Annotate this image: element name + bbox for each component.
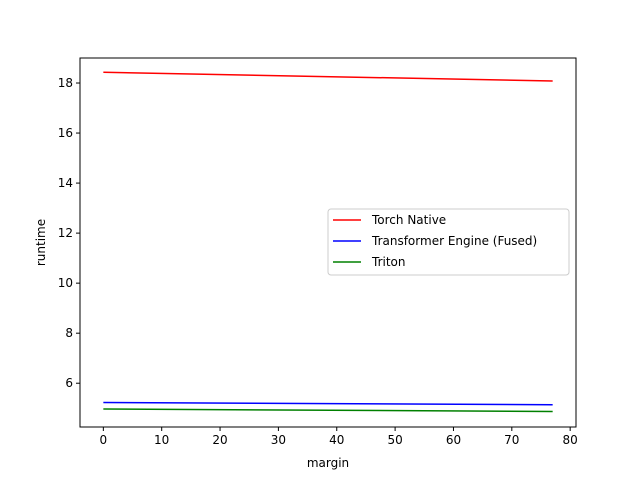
y-tick-label: 6 [65,376,73,390]
y-tick-label: 16 [58,126,73,140]
x-tick-label: 60 [446,433,461,447]
legend-box [327,208,570,276]
series-line [103,408,553,413]
axes-frame [79,57,577,428]
series-line [103,401,553,406]
legend-entry: Torch Native [371,213,446,227]
x-tick-label: 80 [563,433,578,447]
y-tick-label: 8 [65,326,73,340]
y-tick-label: 12 [58,226,73,240]
y-tick-label: 10 [58,276,73,290]
y-axis-label: runtime [34,219,48,266]
y-tick-label: 18 [58,76,73,90]
x-tick-label: 70 [504,433,519,447]
x-tick-label: 10 [154,433,169,447]
y-axis-ticks: 6 8 10 12 14 16 18 [58,76,80,390]
series-line [103,71,553,82]
plot-lines [103,71,553,413]
x-tick-label: 0 [100,433,108,447]
x-tick-label: 30 [271,433,286,447]
legend-entry: Transformer Engine (Fused) [371,234,537,248]
x-axis-label: margin [307,456,349,470]
legend-entry: Triton [371,255,406,269]
legend: Torch Native Transformer Engine (Fused) Tr… [327,208,570,276]
y-tick-label: 14 [58,176,73,190]
x-axis-ticks: 0 10 20 30 40 50 60 70 80 [100,427,578,447]
x-tick-label: 50 [387,433,402,447]
x-tick-label: 40 [329,433,344,447]
x-tick-label: 20 [212,433,227,447]
